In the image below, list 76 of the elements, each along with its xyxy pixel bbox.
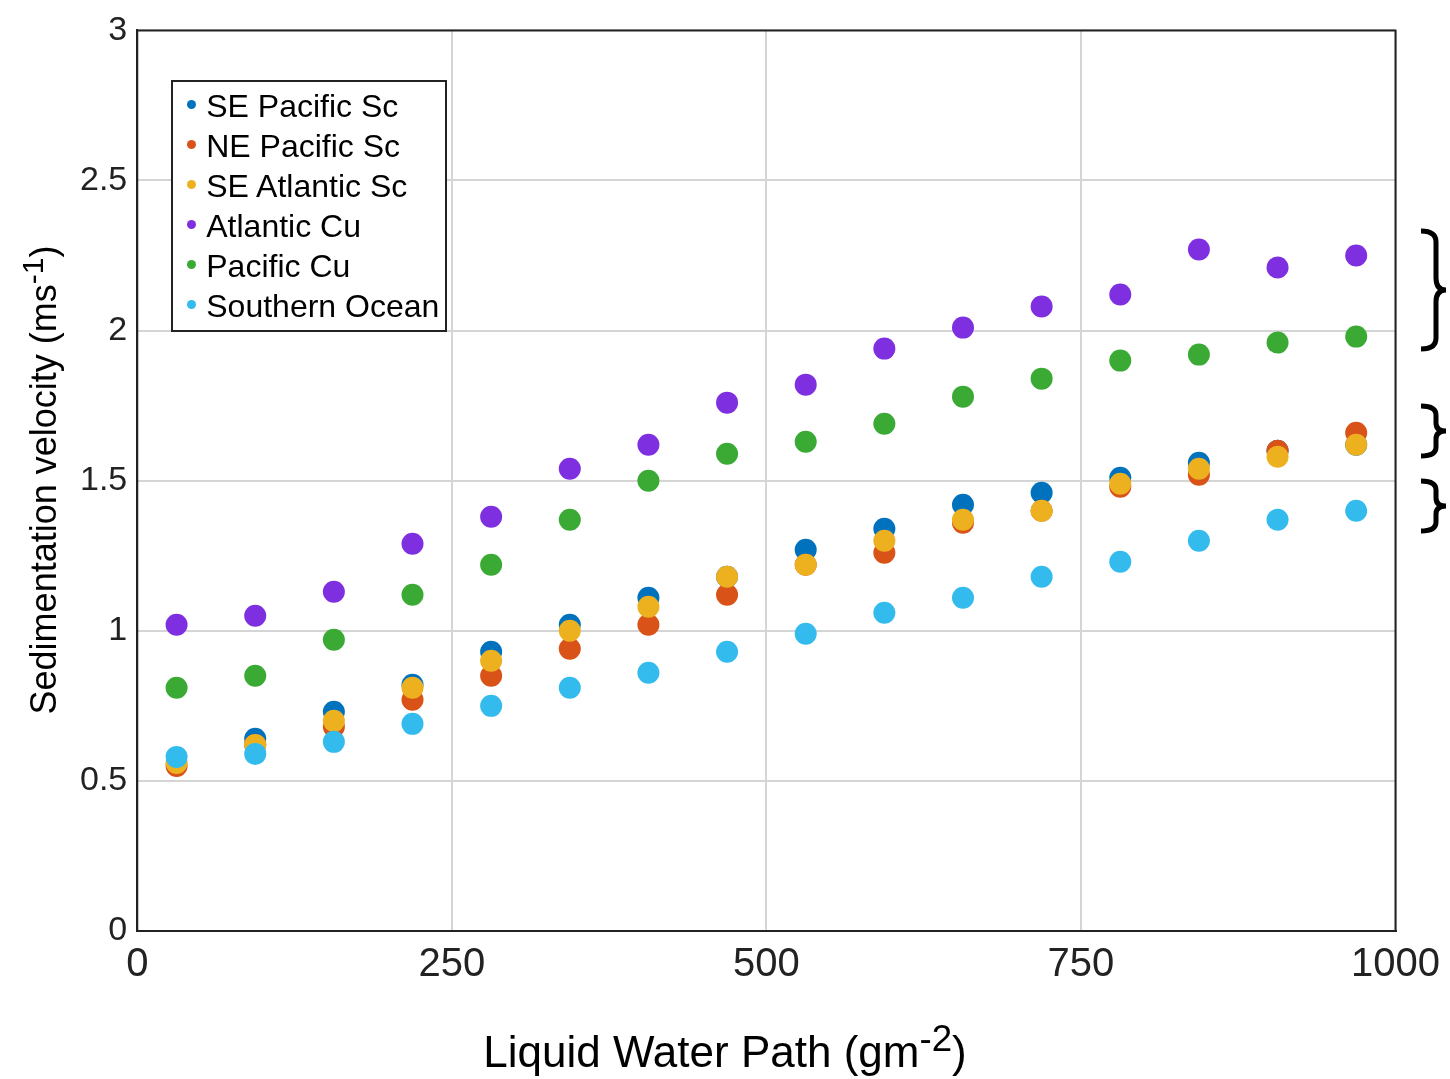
legend-label: SE Pacific Sc	[206, 88, 399, 125]
y-tick-label: 1.5	[80, 459, 128, 498]
y-tick-label: 0	[108, 909, 128, 948]
point	[165, 676, 188, 699]
legend-label: Atlantic Cu	[206, 208, 361, 245]
point	[401, 583, 424, 606]
point	[873, 601, 896, 624]
point	[558, 457, 581, 480]
legend-label: NE Pacific Sc	[206, 128, 401, 165]
point	[951, 385, 974, 408]
point	[322, 628, 345, 651]
point	[244, 742, 267, 765]
y-tick-label: 3	[108, 8, 128, 47]
point	[558, 619, 581, 642]
point	[1266, 331, 1289, 354]
point	[1345, 499, 1368, 522]
x-axis-title: Liquid Water Path (gm$^{-2}$)	[482, 1018, 968, 1077]
point	[873, 412, 896, 435]
point	[637, 433, 660, 456]
point	[1030, 367, 1053, 390]
point	[794, 430, 817, 453]
x-tick-label: 1000	[1351, 940, 1440, 985]
point	[558, 676, 581, 699]
y-tick-label: 2.5	[80, 158, 128, 197]
point	[716, 640, 739, 663]
point	[1266, 445, 1289, 468]
point	[1345, 244, 1368, 267]
point	[558, 637, 581, 660]
x-tick-label: 500	[733, 940, 800, 985]
point	[1266, 256, 1289, 279]
point	[873, 337, 896, 360]
point	[1030, 295, 1053, 318]
point	[1345, 325, 1368, 348]
point	[637, 613, 660, 636]
y-tick-label: 0.5	[80, 759, 128, 798]
x-tick-label: 250	[418, 940, 486, 985]
point	[480, 694, 503, 717]
y-tick-label: 2	[108, 308, 128, 347]
point	[873, 529, 896, 552]
point	[951, 586, 974, 609]
point	[480, 505, 503, 528]
legend-label: SE Atlantic Sc	[206, 168, 408, 205]
point	[165, 613, 188, 636]
point	[558, 508, 581, 531]
point	[716, 391, 739, 414]
point	[480, 649, 503, 672]
point	[480, 553, 503, 576]
point	[401, 712, 424, 735]
point	[1266, 508, 1289, 531]
point	[1187, 238, 1210, 261]
point	[637, 595, 660, 618]
point	[322, 730, 345, 753]
point	[1187, 343, 1210, 366]
point	[322, 580, 345, 603]
point	[637, 661, 660, 684]
point	[1187, 457, 1210, 480]
point	[794, 373, 817, 396]
point	[165, 745, 188, 768]
point	[1187, 529, 1210, 552]
point	[951, 316, 974, 339]
point	[1109, 550, 1132, 573]
point	[1030, 565, 1053, 588]
y-tick-label: 1	[108, 609, 128, 648]
point	[244, 604, 267, 627]
point	[322, 709, 345, 732]
point	[794, 622, 817, 645]
point	[716, 583, 739, 606]
point	[637, 469, 660, 492]
point	[1109, 283, 1132, 306]
point	[1109, 349, 1132, 372]
point	[716, 442, 739, 465]
x-tick-label: 750	[1047, 940, 1115, 985]
point	[401, 532, 424, 555]
legend-label: Pacific Cu	[206, 248, 351, 285]
legend-label: Southern Ocean	[206, 288, 440, 325]
point	[244, 664, 267, 687]
